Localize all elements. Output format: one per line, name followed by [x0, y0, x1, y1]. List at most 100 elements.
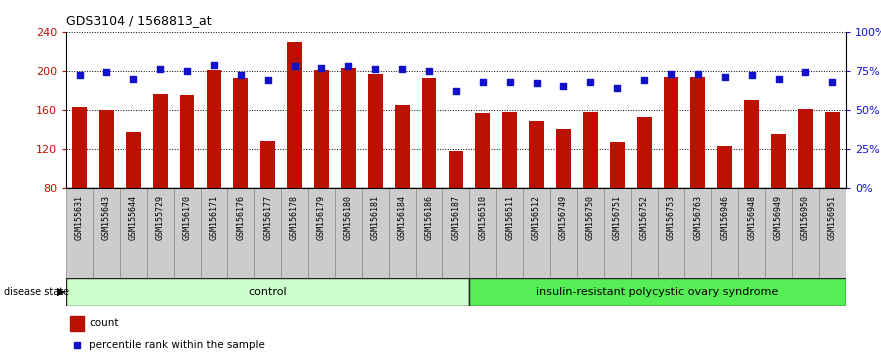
Point	[825, 79, 840, 85]
Point	[476, 79, 490, 85]
Text: GSM156510: GSM156510	[478, 195, 487, 240]
Bar	[66, 188, 93, 278]
Bar	[180, 95, 195, 188]
Bar	[583, 112, 597, 188]
Bar	[476, 113, 490, 188]
Point	[611, 85, 625, 91]
Text: GSM156176: GSM156176	[236, 195, 245, 240]
Bar	[308, 188, 335, 278]
Point	[70, 342, 84, 348]
Point	[637, 77, 651, 83]
Bar	[416, 188, 442, 278]
Bar	[206, 70, 221, 188]
Bar	[550, 188, 577, 278]
Text: GSM156751: GSM156751	[612, 195, 622, 240]
Text: GSM156187: GSM156187	[451, 195, 461, 240]
Bar	[389, 188, 416, 278]
Text: GSM156186: GSM156186	[425, 195, 433, 240]
Point	[422, 68, 436, 74]
Text: GSM156949: GSM156949	[774, 195, 783, 240]
Point	[368, 67, 382, 72]
Bar	[120, 188, 147, 278]
Text: GSM156750: GSM156750	[586, 195, 595, 240]
Point	[287, 63, 301, 69]
Text: GSM156180: GSM156180	[344, 195, 353, 240]
Point	[691, 71, 705, 77]
Point	[180, 68, 194, 74]
Bar	[147, 188, 174, 278]
Text: GSM156170: GSM156170	[182, 195, 191, 240]
Text: control: control	[248, 287, 287, 297]
Bar	[233, 78, 248, 188]
Text: count: count	[90, 318, 119, 329]
Text: GSM156752: GSM156752	[640, 195, 648, 240]
Bar	[99, 110, 114, 188]
Bar	[738, 188, 765, 278]
Text: GSM155643: GSM155643	[102, 195, 111, 240]
Bar	[603, 188, 631, 278]
Bar	[798, 109, 813, 188]
Text: GSM156950: GSM156950	[801, 195, 810, 240]
Text: GSM156171: GSM156171	[210, 195, 218, 240]
Bar	[395, 105, 410, 188]
Bar	[691, 77, 706, 188]
Point	[207, 62, 221, 67]
Point	[664, 71, 678, 77]
Point	[395, 67, 409, 72]
Text: GDS3104 / 1568813_at: GDS3104 / 1568813_at	[66, 14, 211, 27]
Point	[126, 76, 140, 81]
Point	[448, 88, 463, 94]
Bar	[448, 151, 463, 188]
Text: disease state: disease state	[4, 287, 70, 297]
Bar	[523, 188, 550, 278]
Bar	[260, 141, 275, 188]
Text: GSM156178: GSM156178	[290, 195, 300, 240]
Bar	[70, 316, 84, 331]
Bar	[556, 129, 571, 188]
Point	[100, 69, 114, 75]
Text: ▶: ▶	[57, 287, 66, 297]
Bar	[281, 188, 308, 278]
Point	[261, 77, 275, 83]
Bar	[287, 42, 302, 188]
Point	[772, 76, 786, 81]
Bar	[663, 77, 678, 188]
Bar	[470, 278, 846, 306]
Text: insulin-resistant polycystic ovary syndrome: insulin-resistant polycystic ovary syndr…	[537, 287, 779, 297]
Bar	[637, 116, 652, 188]
Point	[744, 73, 759, 78]
Bar	[717, 146, 732, 188]
Text: GSM156948: GSM156948	[747, 195, 756, 240]
Bar	[502, 112, 517, 188]
Bar	[201, 188, 227, 278]
Text: GSM156753: GSM156753	[667, 195, 676, 240]
Text: GSM156177: GSM156177	[263, 195, 272, 240]
Bar	[496, 188, 523, 278]
Point	[557, 84, 571, 89]
Text: GSM155729: GSM155729	[156, 195, 165, 240]
Bar	[66, 278, 470, 306]
Bar	[422, 78, 436, 188]
Bar	[765, 188, 792, 278]
Bar	[362, 188, 389, 278]
Bar	[335, 188, 362, 278]
Bar	[341, 68, 356, 188]
Bar	[577, 188, 603, 278]
Bar	[72, 107, 87, 188]
Point	[72, 73, 86, 78]
Point	[529, 80, 544, 86]
Text: percentile rank within the sample: percentile rank within the sample	[90, 339, 265, 350]
Text: GSM156179: GSM156179	[317, 195, 326, 240]
Text: GSM155631: GSM155631	[75, 195, 84, 240]
Text: GSM156184: GSM156184	[397, 195, 407, 240]
Point	[341, 63, 355, 69]
Text: GSM156511: GSM156511	[505, 195, 515, 240]
Bar	[529, 121, 544, 188]
Bar	[657, 188, 685, 278]
Bar	[93, 188, 120, 278]
Bar	[818, 188, 846, 278]
Bar	[771, 134, 786, 188]
Point	[798, 69, 812, 75]
Bar	[792, 188, 818, 278]
Point	[315, 65, 329, 70]
